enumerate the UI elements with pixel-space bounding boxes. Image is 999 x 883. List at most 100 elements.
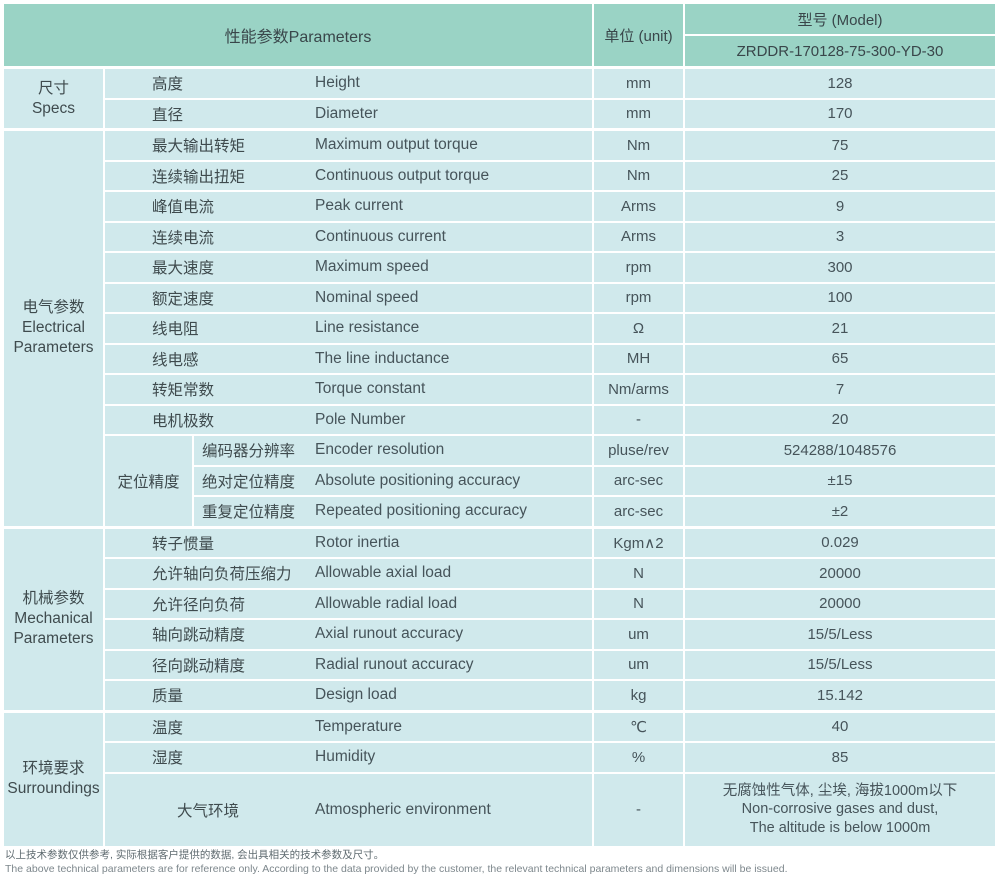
table-row: 额定速度 Nominal speed rpm 100 [105,283,995,312]
value-cell: 15/5/Less [685,620,995,649]
group-label-mechanical: 机械参数 Mechanical Parameters [4,528,103,710]
param-name-cn: 重复定位精度 [202,504,296,522]
value-cell: 20 [685,405,995,434]
value-cell: 15/5/Less [685,650,995,679]
param-name-cn: 绝对定位精度 [202,473,296,491]
param-name-cn: 允许轴向负荷压缩力 [152,566,292,584]
param-name-cn: 额定速度 [152,290,215,308]
table-row: 温度 Temperature ℃ 40 [105,712,995,741]
positioning-accuracy-subgroup: 定位精度 编码器分辨率 Encoder resolution pluse/rev … [105,436,995,526]
table-row: 峰值电流 Peak current Arms 9 [105,192,995,221]
value-cell: 21 [685,314,995,343]
param-name-cn: 湿度 [152,750,184,768]
group-label-electrical: 电气参数 Electrical Parameters [4,131,103,526]
value-cell: 9 [685,192,995,221]
param-name-cn: 连续电流 [152,229,215,247]
model-number: ZRDDR-170128-75-300-YD-30 [685,36,995,66]
param-name-en: Maximum speed [315,258,429,276]
param-name-en: Nominal speed [315,288,419,306]
unit-cell: Nm [594,161,683,190]
param-name-cn: 编码器分辨率 [202,443,296,461]
param-name-cn: 高度 [152,76,184,94]
param-name-en: Atmospheric environment [315,800,491,818]
param-name-en: Diameter [315,104,378,122]
value-cell: 75 [685,131,995,160]
param-name-cn: 最大输出转矩 [152,138,246,156]
param-name-cn: 质量 [152,688,184,706]
table-row: 允许径向负荷 Allowable radial load N 20000 [105,589,995,618]
unit-cell: MH [594,344,683,373]
param-name-cn: 温度 [152,719,184,737]
value-cell: 85 [685,743,995,772]
param-name-en: Maximum output torque [315,136,478,154]
table-row: 重复定位精度 Repeated positioning accuracy arc-… [194,497,995,526]
unit-cell: Nm [594,131,683,160]
param-name-cn: 轴向跳动精度 [152,627,246,645]
param-name-cn: 转矩常数 [152,382,215,400]
param-name-en: Rotor inertia [315,533,400,551]
param-name-en: Allowable axial load [315,564,452,582]
spec-table: 性能参数Parameters 单位 (unit) 型号 (Model) ZRDD… [4,4,995,846]
unit-header-cell: 单位 (unit) [594,4,683,66]
table-row: 最大速度 Maximum speed rpm 300 [105,253,995,282]
unit-cell: Kgm∧2 [594,528,683,557]
param-name-en: Continuous output torque [315,166,490,184]
table-row: 编码器分辨率 Encoder resolution pluse/rev 52428… [194,436,995,465]
table-row: 绝对定位精度 Absolute positioning accuracy arc-… [194,466,995,495]
param-name-en: Temperature [315,717,403,735]
param-name-cn: 径向跳动精度 [152,657,246,675]
param-name-en: Repeated positioning accuracy [315,502,527,520]
value-cell: 无腐蚀性气体, 尘埃, 海拔1000m以下 Non-corrosive gase… [685,773,995,846]
section-mechanical: 机械参数 Mechanical Parameters 转子惯量 Rotor ine… [4,528,995,710]
table-row: 高度 Height mm 128 [105,69,995,98]
param-name-en: Absolute positioning accuracy [315,471,521,489]
unit-cell: arc-sec [594,497,683,526]
note-chinese: 以上技术参数仅供参考, 实际根据客户提供的数据, 会出具相关的技术参数及尺寸。 [5,849,385,861]
table-row: 轴向跳动精度 Axial runout accuracy um 15/5/Less [105,620,995,649]
unit-cell: um [594,620,683,649]
group-label-specs: 尺寸 Specs [4,69,103,128]
value-cell: 128 [685,69,995,98]
value-cell: 524288/1048576 [685,436,995,465]
table-row: 电机极数 Pole Number - 20 [105,405,995,434]
value-cell: 65 [685,344,995,373]
value-cell: 7 [685,375,995,404]
unit-cell: N [594,589,683,618]
unit-cell: - [594,405,683,434]
subgroup-label: 定位精度 [105,436,192,526]
param-name-en: The line inductance [315,349,450,367]
unit-cell: mm [594,99,683,128]
table-row: 湿度 Humidity % 85 [105,743,995,772]
value-cell: 3 [685,222,995,251]
table-row: 线电感 The line inductance MH 65 [105,344,995,373]
table-row: 转矩常数 Torque constant Nm/arms 7 [105,375,995,404]
param-name-cn: 转子惯量 [152,535,215,553]
table-row: 连续输出扭矩 Continuous output torque Nm 25 [105,161,995,190]
unit-cell: Ω [594,314,683,343]
table-header: 性能参数Parameters 单位 (unit) 型号 (Model) ZRDD… [4,4,995,66]
param-name-en: Axial runout accuracy [315,625,464,643]
param-name-en: Height [315,74,360,92]
param-name-cn: 线电感 [152,351,199,369]
table-row: 径向跳动精度 Radial runout accuracy um 15/5/Les… [105,650,995,679]
footer-notes: 以上技术参数仅供参考, 实际根据客户提供的数据, 会出具相关的技术参数及尺寸。 … [5,848,788,876]
param-name-cn: 直径 [152,106,184,124]
group-label-surroundings: 环境要求 Surroundings [4,712,103,846]
value-cell: 15.142 [685,681,995,710]
param-name-cn: 电机极数 [152,412,215,430]
param-name-en: Allowable radial load [315,594,458,612]
value-cell: ±15 [685,466,995,495]
unit-cell: arc-sec [594,466,683,495]
unit-cell: - [594,773,683,846]
param-name-cn: 允许径向负荷 [152,596,246,614]
model-header-label: 型号 (Model) [685,4,995,34]
param-name-en: Torque constant [315,380,426,398]
model-header-column: 型号 (Model) ZRDDR-170128-75-300-YD-30 [685,4,995,66]
param-name-cn: 峰值电流 [152,199,215,217]
value-cell: 20000 [685,589,995,618]
unit-cell: um [594,650,683,679]
unit-cell: pluse/rev [594,436,683,465]
table-row: 质量 Design load kg 15.142 [105,681,995,710]
param-name-cn: 线电阻 [152,321,199,339]
section-specs: 尺寸 Specs 高度 Height mm 128 直径 Diameter mm 1… [4,69,995,128]
